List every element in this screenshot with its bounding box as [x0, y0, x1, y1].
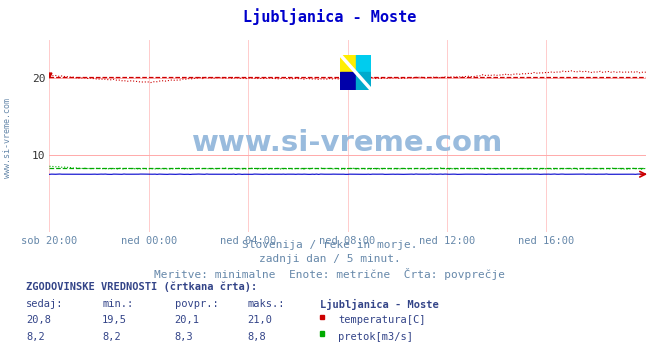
- Text: 8,2: 8,2: [102, 332, 121, 342]
- Text: 20,8: 20,8: [26, 315, 51, 325]
- Bar: [356, 72, 371, 90]
- Bar: [356, 55, 371, 72]
- Text: 19,5: 19,5: [102, 315, 127, 325]
- Text: 20,1: 20,1: [175, 315, 200, 325]
- Text: povpr.:: povpr.:: [175, 299, 218, 309]
- Text: pretok[m3/s]: pretok[m3/s]: [338, 332, 413, 342]
- Text: 8,2: 8,2: [26, 332, 45, 342]
- Text: sedaj:: sedaj:: [26, 299, 64, 309]
- Text: Ljubljanica - Moste: Ljubljanica - Moste: [320, 299, 438, 310]
- Text: www.si-vreme.com: www.si-vreme.com: [192, 129, 503, 157]
- Text: Ljubljanica - Moste: Ljubljanica - Moste: [243, 9, 416, 26]
- Text: temperatura[C]: temperatura[C]: [338, 315, 426, 325]
- Text: ZGODOVINSKE VREDNOSTI (črtkana črta):: ZGODOVINSKE VREDNOSTI (črtkana črta):: [26, 282, 258, 292]
- Bar: [341, 72, 356, 90]
- Text: zadnji dan / 5 minut.: zadnji dan / 5 minut.: [258, 254, 401, 264]
- Text: 8,8: 8,8: [247, 332, 266, 342]
- Text: 21,0: 21,0: [247, 315, 272, 325]
- Text: min.:: min.:: [102, 299, 133, 309]
- Text: 8,3: 8,3: [175, 332, 193, 342]
- Bar: [341, 55, 356, 72]
- Text: www.si-vreme.com: www.si-vreme.com: [3, 98, 13, 179]
- Text: Meritve: minimalne  Enote: metrične  Črta: povprečje: Meritve: minimalne Enote: metrične Črta:…: [154, 268, 505, 280]
- Text: maks.:: maks.:: [247, 299, 285, 309]
- Text: Slovenija / reke in morje.: Slovenija / reke in morje.: [242, 240, 417, 251]
